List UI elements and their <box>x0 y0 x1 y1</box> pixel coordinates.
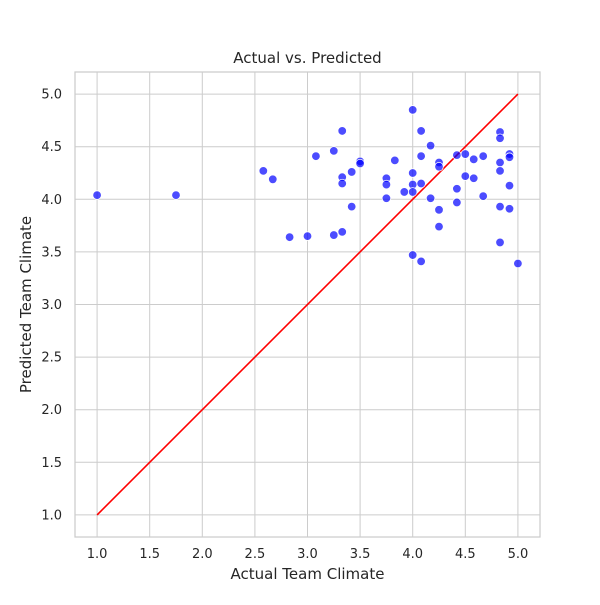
data-point <box>171 190 181 200</box>
x-tick-label: 3.5 <box>350 547 371 562</box>
data-point <box>337 126 347 136</box>
x-tick-label: 3.0 <box>297 547 318 562</box>
data-point <box>416 151 426 161</box>
data-point <box>311 151 321 161</box>
data-point <box>346 167 357 177</box>
data-point <box>399 187 409 197</box>
data-point <box>504 180 515 191</box>
y-tick-label: 4.0 <box>41 193 62 208</box>
data-point <box>337 178 347 189</box>
data-point <box>452 150 462 160</box>
y-tick-label: 1.0 <box>41 508 62 523</box>
data-points <box>92 105 523 269</box>
data-point <box>329 146 339 156</box>
data-point <box>469 154 479 165</box>
data-point <box>513 258 523 269</box>
data-point <box>355 158 365 169</box>
data-point <box>434 161 444 172</box>
data-point <box>452 197 462 208</box>
chart-title: Actual vs. Predicted <box>233 49 381 67</box>
x-tick-label: 1.5 <box>139 547 160 562</box>
reference-line <box>96 93 519 516</box>
x-tick-label: 2.5 <box>245 547 266 562</box>
data-point <box>495 157 505 168</box>
data-point <box>381 193 392 203</box>
data-point <box>408 250 418 260</box>
plot-frame <box>74 71 541 538</box>
y-tick-label: 4.5 <box>41 140 62 155</box>
data-point <box>408 168 418 178</box>
data-point <box>495 166 505 176</box>
y-tick-label: 3.5 <box>41 245 62 260</box>
data-point <box>434 221 444 232</box>
data-point <box>452 184 462 194</box>
y-tick-label: 1.5 <box>41 456 62 471</box>
x-tick-label: 4.5 <box>455 547 476 562</box>
x-axis-label: Actual Team Climate <box>231 565 385 583</box>
data-point <box>425 193 436 203</box>
data-point <box>92 190 102 200</box>
data-point <box>495 201 505 212</box>
data-point <box>425 140 436 151</box>
data-point <box>408 105 418 115</box>
data-point <box>495 133 505 143</box>
data-point <box>258 166 269 176</box>
data-point <box>478 191 488 201</box>
data-point <box>381 179 392 190</box>
data-point <box>346 201 357 212</box>
reference-line-layer <box>96 93 519 516</box>
y-tick-label: 5.0 <box>41 88 62 103</box>
data-point <box>416 178 426 189</box>
data-point <box>329 230 339 240</box>
data-point <box>460 149 471 159</box>
data-point <box>469 173 479 183</box>
x-tick-labels: 1.0 1.5 2.0 2.5 3.0 3.5 4.0 4.5 5.0 <box>87 547 529 562</box>
y-tick-label: 2.5 <box>41 351 62 366</box>
data-point <box>268 174 278 185</box>
data-point <box>408 187 418 197</box>
data-point <box>302 231 313 241</box>
y-tick-label: 3.0 <box>41 298 62 313</box>
data-point <box>416 126 426 136</box>
data-point <box>416 256 426 267</box>
x-tick-label: 2.0 <box>192 547 213 562</box>
x-tick-label: 1.0 <box>87 547 108 562</box>
data-point <box>460 171 471 181</box>
y-axis-label: Predicted Team Climate <box>17 216 35 393</box>
data-point <box>390 155 400 166</box>
data-point <box>478 151 488 161</box>
data-point <box>504 204 515 214</box>
y-tick-label: 2.0 <box>41 403 62 418</box>
x-tick-label: 5.0 <box>508 547 529 562</box>
data-point <box>284 232 295 242</box>
data-point <box>337 227 347 237</box>
data-point <box>504 152 515 162</box>
data-point <box>495 237 505 248</box>
data-point <box>434 205 444 215</box>
x-tick-label: 4.0 <box>402 547 423 562</box>
y-tick-labels: 1.0 1.5 2.0 2.5 3.0 3.5 4.0 4.5 5.0 <box>41 88 62 524</box>
